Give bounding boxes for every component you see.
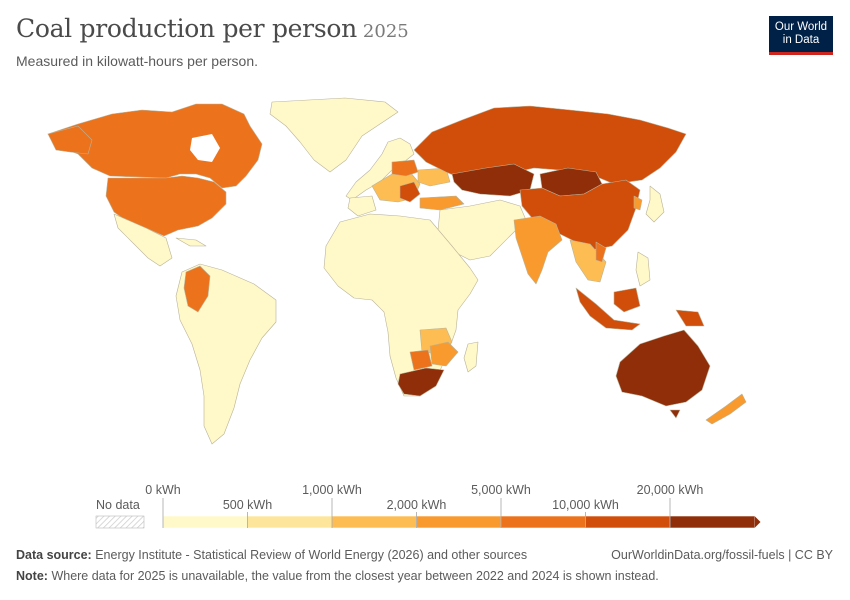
southeast-asia[interactable]: [569, 239, 607, 283]
south-africa[interactable]: [397, 367, 445, 397]
legend-upper-ticks: 0 kWh 1,000 kWh 5,000 kWh 20,000 kWh: [145, 483, 703, 528]
new-zealand[interactable]: [705, 393, 747, 425]
no-data-label: No data: [96, 498, 140, 512]
legend-lower-tick-2: 10,000 kWh: [552, 498, 619, 512]
note-label: Note:: [16, 569, 48, 583]
india[interactable]: [513, 215, 563, 285]
data-source-label: Data source:: [16, 548, 92, 562]
legend-upper-tick-0: 0 kWh: [145, 483, 180, 497]
vietnam[interactable]: [595, 241, 607, 263]
legend-bin-3[interactable]: [416, 515, 502, 529]
legend-bin-0[interactable]: [162, 515, 248, 529]
legend-lower-tick-1: 2,000 kWh: [387, 498, 447, 512]
legend-bin-2[interactable]: [331, 515, 417, 529]
logo-line-1: Our World: [774, 21, 828, 33]
legend-bin-1[interactable]: [247, 515, 333, 529]
botswana[interactable]: [409, 349, 433, 371]
source-url[interactable]: OurWorldinData.org/fossil-fuels | CC BY: [611, 548, 833, 562]
japan[interactable]: [645, 185, 665, 223]
korea[interactable]: [633, 195, 643, 211]
kazakhstan[interactable]: [451, 163, 535, 197]
legend-lower-tick-0: 500 kWh: [223, 498, 272, 512]
south-america[interactable]: [175, 263, 277, 445]
iberia[interactable]: [347, 195, 377, 217]
legend-upper-tick-3: 20,000 kWh: [637, 483, 704, 497]
canada[interactable]: [47, 103, 263, 189]
world-map[interactable]: [0, 90, 850, 460]
chart-year: 2025: [362, 21, 409, 42]
chart-subtitle: Measured in kilowatt-hours per person.: [16, 53, 259, 69]
chart-title: Coal production per person: [16, 14, 357, 43]
note-text: Where data for 2025 is unavailable, the …: [51, 569, 659, 583]
note: Note: Where data for 2025 is unavailable…: [16, 569, 659, 583]
mozambique-zimbabwe[interactable]: [429, 341, 459, 367]
legend-bins: [162, 515, 761, 529]
turkey[interactable]: [419, 195, 465, 211]
colombia[interactable]: [183, 265, 211, 313]
hudson-bay: [190, 134, 220, 162]
legend-bin-5[interactable]: [585, 515, 671, 529]
greenland[interactable]: [269, 97, 399, 173]
logo-line-2: in Data: [782, 34, 820, 46]
owid-logo[interactable]: Our World in Data: [769, 16, 833, 55]
title-row: Coal production per person 2025: [16, 14, 409, 43]
philippines[interactable]: [635, 251, 651, 287]
data-source: Data source: Energy Institute - Statisti…: [16, 548, 527, 562]
legend-lower-ticks: 500 kWh 2,000 kWh 10,000 kWh: [223, 498, 619, 528]
legend-open-end-arrow: [754, 516, 761, 528]
tasmania[interactable]: [669, 409, 681, 419]
data-source-text: Energy Institute - Statistical Review of…: [95, 548, 528, 562]
legend-bin-4[interactable]: [500, 515, 586, 529]
papua[interactable]: [675, 309, 705, 327]
color-legend: No data 0 kWh 1,000 kWh 5,000 kWh 20,000 kW…: [95, 483, 761, 529]
australia[interactable]: [615, 329, 711, 407]
poland-germany[interactable]: [391, 159, 419, 177]
mexico-central-america[interactable]: [113, 213, 173, 267]
no-data-swatch: [95, 515, 145, 529]
legend-upper-tick-2: 5,000 kWh: [471, 483, 531, 497]
alaska[interactable]: [47, 125, 93, 155]
legend-bin-6[interactable]: [669, 515, 755, 529]
caribbean[interactable]: [175, 237, 207, 247]
borneo[interactable]: [613, 287, 641, 313]
madagascar[interactable]: [463, 341, 479, 373]
balkans[interactable]: [399, 181, 421, 203]
indonesia[interactable]: [575, 287, 641, 331]
legend-upper-tick-1: 1,000 kWh: [302, 483, 362, 497]
